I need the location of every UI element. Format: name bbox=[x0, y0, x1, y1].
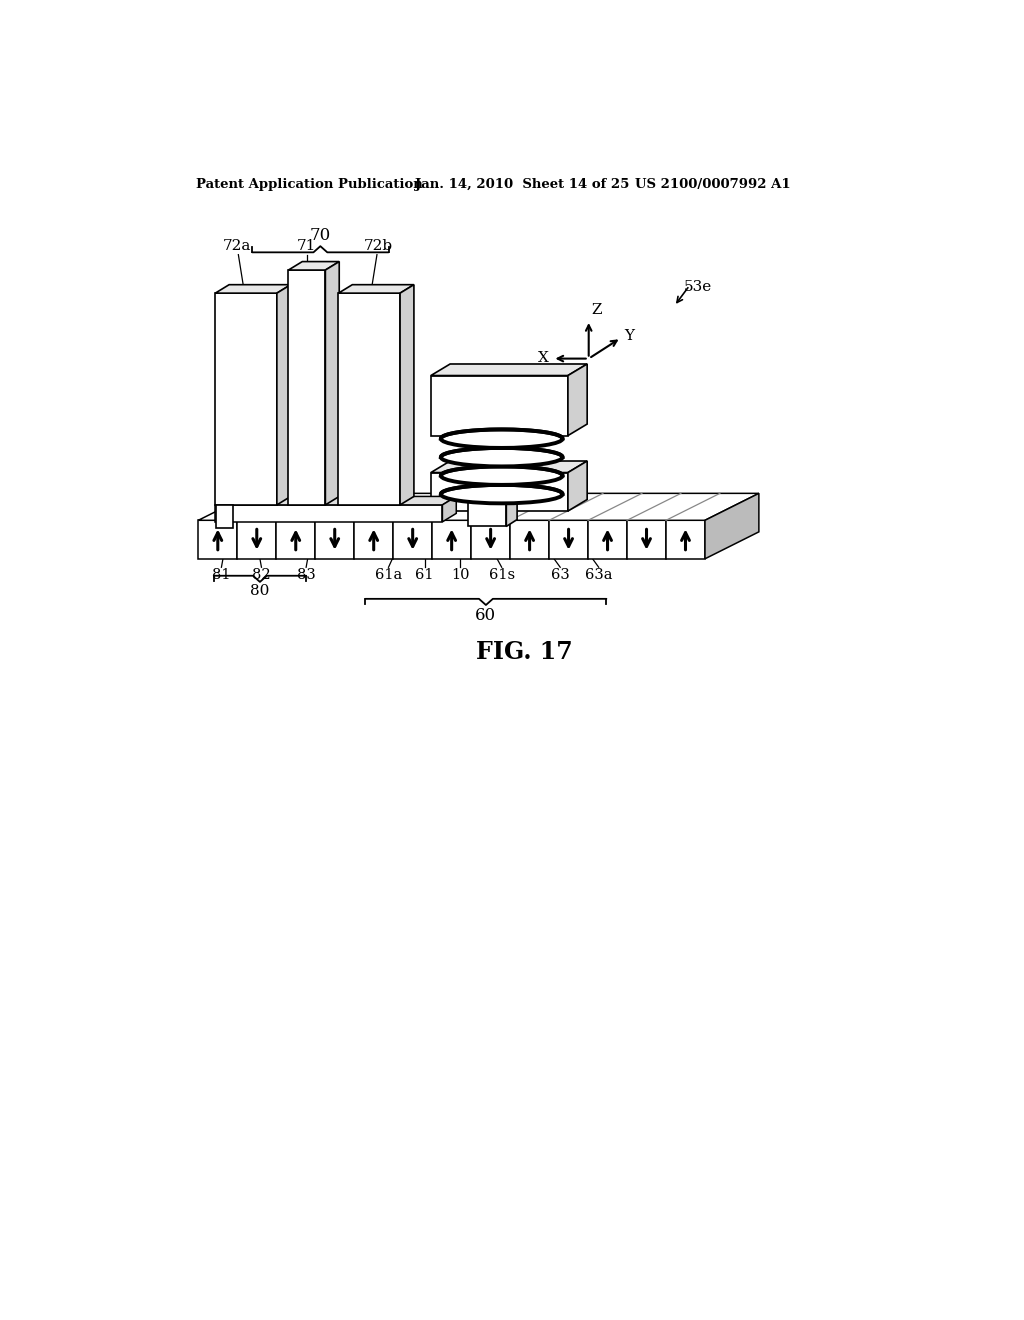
Polygon shape bbox=[276, 520, 315, 558]
Polygon shape bbox=[568, 364, 587, 436]
Text: US 2100/0007992 A1: US 2100/0007992 A1 bbox=[635, 178, 791, 190]
Text: Z: Z bbox=[591, 304, 601, 317]
Polygon shape bbox=[506, 486, 517, 527]
Polygon shape bbox=[431, 376, 568, 436]
Polygon shape bbox=[442, 496, 457, 521]
Text: Jan. 14, 2010  Sheet 14 of 25: Jan. 14, 2010 Sheet 14 of 25 bbox=[416, 178, 630, 190]
Polygon shape bbox=[339, 293, 400, 506]
Text: X: X bbox=[538, 351, 549, 364]
Text: 63a: 63a bbox=[585, 568, 612, 582]
Polygon shape bbox=[289, 271, 326, 506]
Polygon shape bbox=[627, 520, 666, 558]
Polygon shape bbox=[431, 461, 587, 473]
Polygon shape bbox=[215, 293, 276, 506]
Polygon shape bbox=[276, 285, 291, 506]
Polygon shape bbox=[393, 520, 432, 558]
Polygon shape bbox=[705, 494, 759, 558]
Polygon shape bbox=[215, 506, 442, 521]
Ellipse shape bbox=[460, 433, 544, 444]
Polygon shape bbox=[431, 473, 568, 511]
Ellipse shape bbox=[460, 470, 544, 480]
Text: 72a: 72a bbox=[222, 239, 251, 253]
Polygon shape bbox=[400, 285, 414, 506]
Text: 61s: 61s bbox=[488, 568, 515, 582]
Text: 80: 80 bbox=[250, 585, 269, 598]
Polygon shape bbox=[326, 261, 339, 506]
Polygon shape bbox=[549, 520, 588, 558]
Ellipse shape bbox=[441, 466, 562, 484]
Polygon shape bbox=[468, 486, 517, 492]
Ellipse shape bbox=[441, 429, 562, 447]
Polygon shape bbox=[354, 520, 393, 558]
Ellipse shape bbox=[460, 488, 544, 499]
Bar bbox=[216, 504, 233, 528]
Ellipse shape bbox=[441, 447, 562, 466]
Polygon shape bbox=[588, 520, 627, 558]
Polygon shape bbox=[199, 494, 759, 520]
Polygon shape bbox=[431, 364, 587, 376]
Polygon shape bbox=[238, 520, 276, 558]
Polygon shape bbox=[432, 520, 471, 558]
Text: Patent Application Publication: Patent Application Publication bbox=[196, 178, 423, 190]
Text: 71: 71 bbox=[297, 239, 316, 253]
Text: 70: 70 bbox=[309, 227, 331, 244]
Polygon shape bbox=[666, 520, 705, 558]
Text: 83: 83 bbox=[297, 568, 315, 582]
Text: Y: Y bbox=[625, 329, 634, 343]
Polygon shape bbox=[215, 285, 291, 293]
Text: 82: 82 bbox=[252, 568, 270, 582]
Text: 61: 61 bbox=[416, 568, 434, 582]
Text: 60: 60 bbox=[475, 607, 497, 624]
Polygon shape bbox=[215, 496, 457, 506]
Text: 10: 10 bbox=[451, 568, 469, 582]
Ellipse shape bbox=[441, 484, 562, 503]
Text: 53e: 53e bbox=[683, 280, 712, 294]
Polygon shape bbox=[568, 461, 587, 511]
Ellipse shape bbox=[460, 451, 544, 462]
Polygon shape bbox=[289, 261, 339, 271]
Polygon shape bbox=[510, 520, 549, 558]
Polygon shape bbox=[199, 520, 238, 558]
Polygon shape bbox=[468, 492, 506, 527]
Text: FIG. 17: FIG. 17 bbox=[476, 640, 573, 664]
Polygon shape bbox=[339, 285, 414, 293]
Text: 63: 63 bbox=[551, 568, 569, 582]
Text: 81: 81 bbox=[212, 568, 230, 582]
Polygon shape bbox=[315, 520, 354, 558]
Text: 61a: 61a bbox=[375, 568, 402, 582]
Text: 72b: 72b bbox=[364, 239, 393, 253]
Polygon shape bbox=[471, 520, 510, 558]
